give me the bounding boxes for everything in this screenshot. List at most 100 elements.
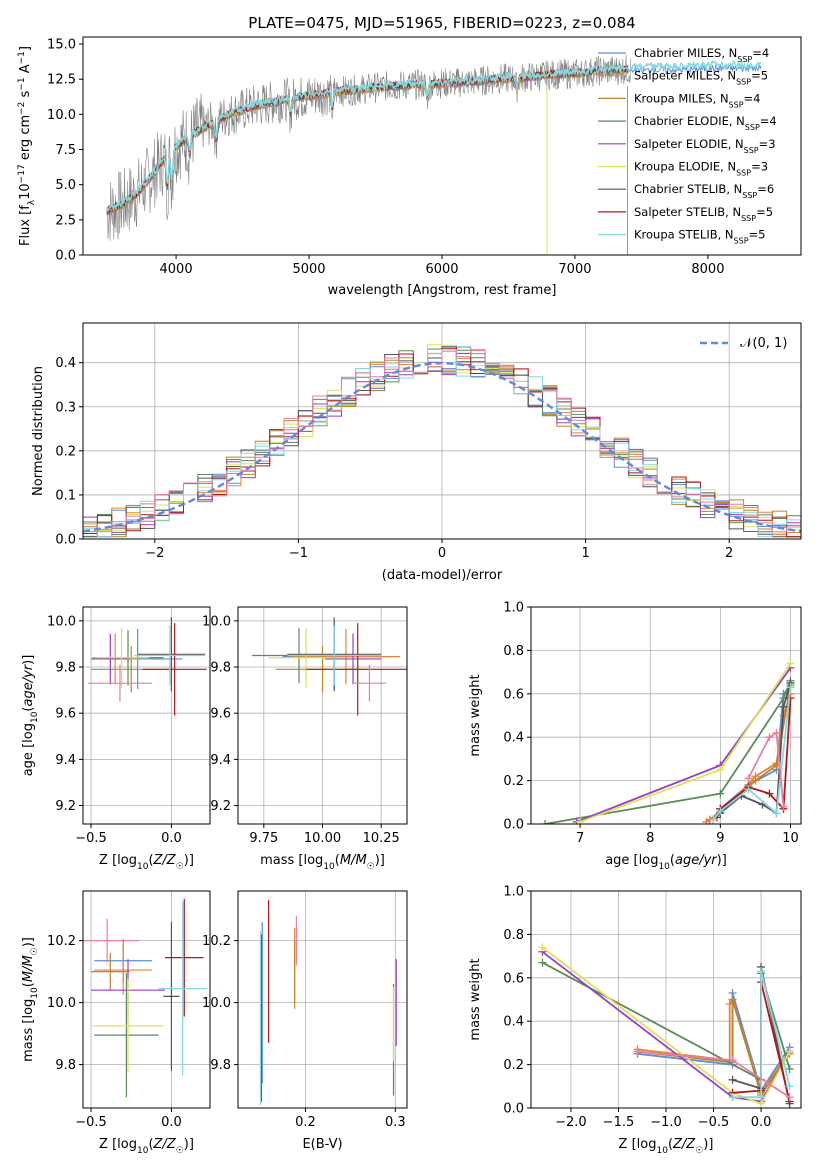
y-tick-label: 0.2: [55, 444, 76, 459]
y-tick-label: 0.0: [55, 249, 76, 264]
y-tick-label: 0.6: [503, 971, 524, 986]
weight-point-marker: [538, 943, 547, 952]
label-part: mass [log: [21, 999, 36, 1062]
x-axis-label: age [log10(age/yr)]: [605, 853, 727, 872]
legend-name: Chabrier STELIB, N: [634, 182, 742, 196]
weight-point-marker: [744, 774, 753, 783]
y-tick-label: 9.8: [210, 661, 231, 676]
x-tick-label: 0.0: [751, 1115, 772, 1130]
y-tick-label: 9.4: [210, 753, 231, 768]
label-part: (: [21, 982, 36, 987]
normal-curve-line: [83, 361, 801, 533]
x-tick-label: 0.3: [385, 1115, 406, 1130]
x-tick-label: 5000: [292, 262, 325, 277]
y-tick-label: 9.6: [210, 707, 231, 722]
x-tick-label: −1.0: [650, 1115, 682, 1130]
y-axis-label: Flux [fλ10−17 erg cm−2 s−1 A−1]: [17, 46, 37, 246]
plot-area: [538, 943, 794, 1108]
weight-point-marker: [751, 776, 760, 785]
legend-name: Salpeter MILES, N: [634, 69, 736, 83]
axes-frame: [82, 606, 211, 825]
y-axis-label: Normed distribution: [31, 366, 46, 496]
weight-point-marker: [757, 1093, 766, 1102]
label-part: ☉: [367, 862, 375, 872]
legend-value: =5: [751, 69, 768, 83]
label-part: 10: [323, 862, 335, 872]
label-part: Z/Z: [153, 1137, 177, 1152]
label-part: 10: [18, 183, 33, 200]
x-tick-label: 1: [581, 546, 589, 561]
y-tick-label: 9.6: [55, 707, 76, 722]
y-tick-label: 1.0: [503, 601, 524, 616]
label-part: )]: [375, 853, 385, 868]
plot-area: [87, 617, 207, 716]
x-tick-label: 0.0: [161, 831, 182, 846]
x-tick-label: 9: [716, 831, 724, 846]
legend-value: =4: [744, 91, 761, 105]
x-tick-label: −0.5: [75, 1115, 107, 1130]
y-tick-label: 10.0: [47, 614, 76, 629]
legend-value: =3: [751, 160, 768, 174]
axes-frame: [530, 606, 802, 825]
y-axis-label: mass weight: [468, 674, 483, 756]
y-tick-label: 9.2: [210, 799, 231, 814]
figure-title: PLATE=0475, MJD=51965, FIBERID=0223, z=0…: [248, 14, 635, 32]
legend-entry: Kroupa MILES, NSSP=4: [634, 91, 760, 109]
weight-point-marker: [576, 817, 585, 824]
y-tick-label: 10.2: [202, 934, 231, 949]
legend-value: =4: [752, 46, 769, 60]
legend-entry: Chabrier ELODIE, NSSP=4: [634, 114, 777, 132]
weight-point-marker: [728, 1056, 737, 1065]
label-part: )]: [703, 1137, 713, 1152]
x-axis-label: mass [log10(M/M☉)]: [260, 853, 385, 872]
legend-entry: Chabrier STELIB, NSSP=6: [634, 182, 774, 200]
weight-point-marker: [765, 789, 774, 798]
weight-point-marker: [785, 1082, 794, 1091]
label-part: mass [log: [260, 853, 323, 868]
label-part: (: [670, 853, 675, 868]
weight-point-marker: [785, 1064, 794, 1073]
y-tick-label: 0.0: [503, 818, 524, 833]
spectrum-data-line: [106, 54, 632, 241]
label-part: (: [335, 853, 340, 868]
y-tick-label: 9.8: [55, 1058, 76, 1073]
label-part: (: [148, 853, 153, 868]
label-part: −2: [17, 102, 27, 115]
legend-entry: Salpeter MILES, NSSP=5: [634, 69, 768, 87]
weight-point-marker: [786, 659, 795, 668]
weight-series-line: [544, 680, 792, 824]
panel-spectrum: 4000 5000 6000 7000 8000 0.0 2.5 5.0 7.5 10.0 12.5…: [17, 36, 802, 298]
y-tick-label: 10.2: [47, 934, 76, 949]
y-tick-label: 9.2: [55, 799, 76, 814]
y-tick-label: 0.0: [503, 1102, 524, 1117]
x-axis-label: wavelength [Angstrom, rest frame]: [328, 283, 557, 298]
label-part: Z [log: [619, 1137, 657, 1152]
x-tick-label: 2: [725, 546, 733, 561]
axes-frame: [237, 890, 408, 1109]
label-part: )]: [184, 1137, 194, 1152]
y-axis-label: mass [log10(M/M☉)]: [21, 937, 40, 1062]
label-part: −17: [17, 164, 27, 183]
legend-value: =3: [759, 137, 776, 151]
plot-area: [106, 54, 762, 255]
x-tick-label: 0.2: [295, 1115, 316, 1130]
panel-mass-vs-EBV: 0.2 0.3 9.8 10.0 10.2 E(B-V): [202, 890, 408, 1152]
x-tick-label: 10: [782, 831, 799, 846]
y-tick-label: 0.4: [503, 731, 524, 746]
weight-point-marker: [709, 815, 718, 824]
panel-weight-vs-Z: −2.0 −1.5 −1.0 −0.5 0.0 0.0 0.2 0.4 0.6 0.8 1.0 Z […: [468, 885, 802, 1156]
y-tick-label: 0.6: [503, 687, 524, 702]
x-axis-label: E(B-V): [302, 1137, 342, 1152]
x-axis-label: Z [log10(Z/Z☉)]: [619, 1137, 714, 1156]
histogram-step-line: [83, 350, 801, 533]
legend-sub: SSP: [734, 236, 749, 245]
label-part: age [log: [21, 723, 36, 776]
legend-sub: SSP: [737, 55, 752, 64]
label-part: E(B-V): [302, 1137, 342, 1152]
x-tick-label: 9.75: [249, 831, 278, 846]
label-part: )]: [717, 853, 727, 868]
label-part: Z [log: [99, 1137, 137, 1152]
plot-area: [541, 659, 795, 824]
x-tick-label: −1: [289, 546, 308, 561]
